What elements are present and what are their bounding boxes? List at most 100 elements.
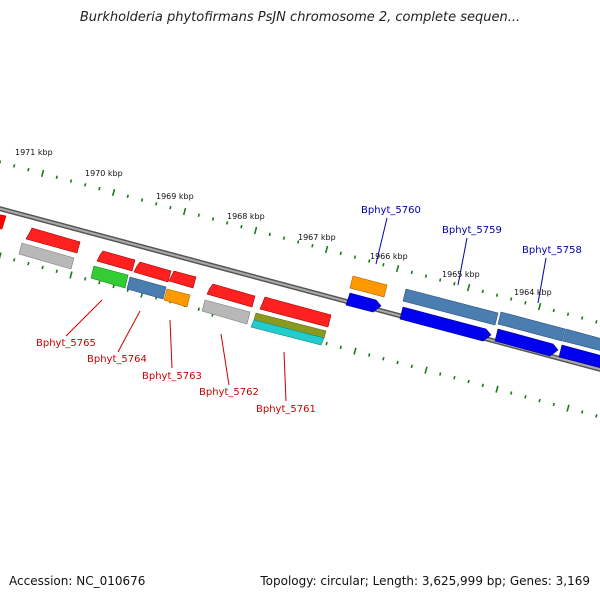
tick-mark bbox=[197, 307, 200, 311]
tick-mark bbox=[368, 259, 371, 263]
gene-arrow[interactable] bbox=[558, 344, 600, 370]
ruler-label: 1970 kbp bbox=[85, 169, 123, 178]
tick-mark bbox=[169, 205, 172, 210]
tick-mark bbox=[13, 164, 16, 168]
tick-mark bbox=[325, 341, 328, 346]
gene-arrow[interactable] bbox=[349, 275, 388, 298]
gene-arrow[interactable] bbox=[250, 319, 325, 346]
tick-mark bbox=[581, 316, 584, 320]
gene-arrow[interactable] bbox=[163, 288, 191, 308]
gene-label[interactable]: Bphyt_5764 bbox=[87, 354, 147, 365]
gene-arrow[interactable] bbox=[96, 250, 136, 272]
tick-mark bbox=[510, 391, 513, 395]
tick-mark bbox=[467, 379, 470, 384]
tick-mark bbox=[55, 269, 58, 273]
gene-arrow[interactable] bbox=[399, 306, 492, 342]
gene-arrow[interactable] bbox=[494, 328, 559, 357]
tick-mark bbox=[424, 274, 428, 278]
label-leaders bbox=[65, 217, 547, 402]
gene-arrow[interactable] bbox=[90, 265, 129, 289]
tick-mark bbox=[495, 293, 499, 297]
gene-label[interactable]: Bphyt_5758 bbox=[522, 245, 582, 256]
tick-mark bbox=[595, 320, 598, 324]
gene-arrow[interactable] bbox=[562, 328, 600, 353]
tick-mark bbox=[566, 404, 570, 412]
tick-mark bbox=[353, 255, 357, 259]
tick-mark bbox=[240, 224, 243, 229]
gene-arrow[interactable] bbox=[201, 299, 251, 325]
tick-mark bbox=[410, 364, 413, 369]
sequence-summary: Topology: circular; Length: 3,625,999 bp… bbox=[260, 574, 590, 588]
tick-mark bbox=[98, 186, 101, 191]
tick-mark bbox=[382, 263, 385, 267]
gene-arrow[interactable] bbox=[133, 261, 172, 283]
ruler-label: 1969 kbp bbox=[156, 192, 194, 201]
tick-mark bbox=[27, 261, 30, 266]
tick-mark bbox=[55, 175, 58, 179]
gene-arrow[interactable] bbox=[402, 288, 499, 326]
tick-mark bbox=[197, 213, 200, 217]
ruler-label: 1965 kbp bbox=[442, 270, 480, 279]
ruler-label: 1971 kbp bbox=[15, 148, 53, 157]
gene-label[interactable]: Bphyt_5760 bbox=[361, 205, 421, 216]
gene-arrow[interactable] bbox=[25, 227, 81, 254]
tick-mark bbox=[524, 395, 527, 399]
tick-mark bbox=[595, 414, 598, 418]
tick-mark bbox=[182, 207, 187, 216]
tick-mark bbox=[453, 282, 456, 286]
tick-mark bbox=[98, 280, 101, 285]
gene-arrow[interactable] bbox=[497, 311, 566, 342]
ruler-label: 1968 kbp bbox=[227, 212, 265, 221]
gene-label[interactable]: Bphyt_5765 bbox=[36, 338, 96, 349]
tick-mark bbox=[211, 217, 215, 221]
gene-arrow[interactable] bbox=[18, 242, 75, 270]
tick-mark bbox=[481, 383, 484, 388]
tick-mark bbox=[481, 289, 484, 294]
tick-mark bbox=[69, 179, 73, 183]
tick-mark bbox=[510, 297, 513, 301]
tick-mark bbox=[253, 226, 258, 235]
gene-arrow[interactable] bbox=[0, 214, 7, 230]
ruler-label: 1964 kbp bbox=[514, 288, 552, 297]
gene-arrow[interactable] bbox=[126, 276, 167, 300]
tick-mark bbox=[226, 221, 229, 225]
tick-mark bbox=[353, 347, 357, 355]
tick-mark bbox=[282, 236, 286, 240]
tick-mark bbox=[311, 244, 314, 248]
gene-arrow[interactable] bbox=[168, 270, 197, 289]
gene-arrow[interactable] bbox=[259, 296, 332, 328]
tick-mark bbox=[368, 353, 371, 357]
page-title: Burkholderia phytofirmans PsJN chromosom… bbox=[79, 10, 521, 25]
tick-mark bbox=[13, 258, 16, 262]
tick-mark bbox=[112, 284, 115, 289]
tick-mark bbox=[84, 277, 87, 281]
gene-labels: Bphyt_5765 Bphyt_5764 Bphyt_5763 Bphyt_5… bbox=[36, 205, 582, 415]
gene-label[interactable]: Bphyt_5761 bbox=[256, 404, 316, 415]
tick-mark bbox=[111, 188, 116, 197]
tick-mark bbox=[395, 264, 400, 273]
tick-mark bbox=[339, 251, 342, 256]
gene-arrow[interactable] bbox=[345, 292, 382, 313]
gene-label[interactable]: Bphyt_5762 bbox=[199, 387, 259, 398]
tick-mark bbox=[552, 402, 555, 407]
tick-mark bbox=[27, 167, 30, 172]
tick-mark bbox=[537, 302, 542, 311]
tick-mark bbox=[396, 360, 399, 365]
tick-mark bbox=[552, 308, 555, 313]
tick-mark bbox=[382, 357, 385, 361]
gene-label[interactable]: Bphyt_5759 bbox=[442, 225, 502, 236]
tick-mark bbox=[140, 198, 144, 202]
ruler-label: 1967 kbp bbox=[298, 233, 336, 242]
gene-arrow[interactable] bbox=[206, 283, 256, 308]
ruler-label: 1966 kbp bbox=[370, 252, 408, 261]
tick-mark bbox=[524, 301, 527, 305]
tick-mark bbox=[268, 232, 271, 237]
gene-features bbox=[0, 214, 600, 370]
tick-mark bbox=[495, 385, 499, 393]
tick-mark bbox=[69, 271, 73, 279]
tick-mark bbox=[155, 202, 158, 206]
gene-label[interactable]: Bphyt_5763 bbox=[142, 371, 202, 382]
tick-mark bbox=[84, 183, 87, 187]
tick-mark bbox=[424, 366, 428, 374]
